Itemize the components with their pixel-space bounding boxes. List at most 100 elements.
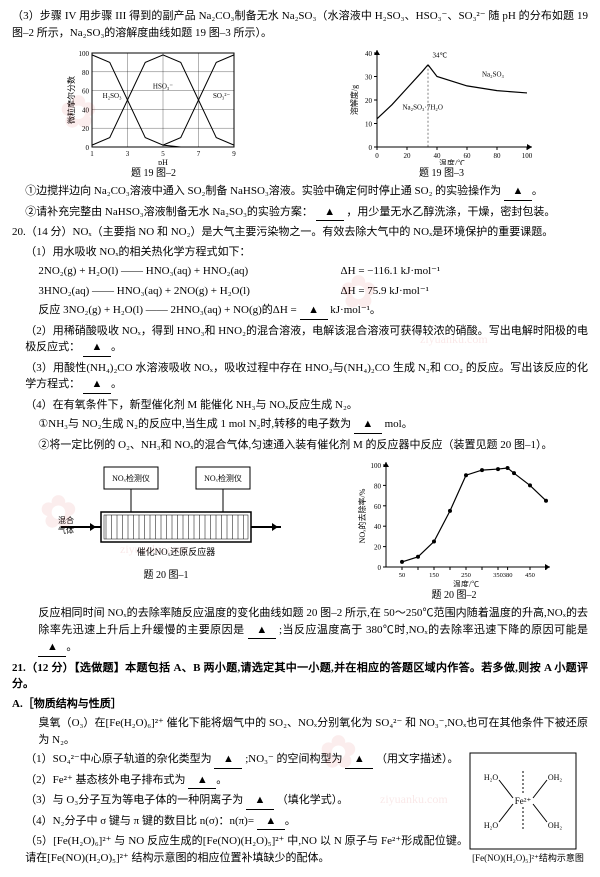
q20-chart-wrap: 50150250350380450020406080100温度/℃NOₓ的去除率… (354, 457, 554, 603)
q20-diagram-caption: 题 20 图–1 (46, 568, 286, 583)
q20-p3-blank: ▲ (83, 376, 111, 394)
svg-text:3: 3 (125, 150, 129, 158)
q19-s2-text: ②请补充完整由 NaHSO₃溶液制备无水 Na₂SO₃的实验方案： (25, 206, 313, 218)
q20-eq1: 2NO₂(g) + H₂O(l) —— HNO₃(aq) + HNO₂(aq) (38, 263, 338, 280)
q20-p2: （2）用稀硝酸吸收 NOₓ，得到 HNO₃和 HNO₂的混合溶液，电解该混合溶液… (12, 323, 588, 357)
svg-text:9: 9 (232, 150, 236, 158)
svg-text:10: 10 (365, 121, 373, 129)
q21-A3: （3）与 O₃分子互为等电子体的一种阴离子为 ▲ （填化学式）。 (12, 792, 468, 810)
q21-A2-blank: ▲ (188, 772, 216, 790)
q20-eq-row3: 反应 3NO₂(g) + H₂O(l) —— 2HNO₃(aq) + NO(g)… (12, 302, 588, 320)
q20-tail2-blank: ▲ (38, 639, 66, 657)
svg-text:H₂O: H₂O (484, 773, 499, 782)
svg-text:0: 0 (368, 144, 372, 152)
q20-p1: （1）用水吸收 NOₓ的相关热化学方程式如下： (12, 244, 588, 261)
q20-tail2-text: ;当反应温度高于 380℃时,NOₓ的去除率迅速下降的原因可能是 (279, 624, 588, 636)
svg-text:34℃: 34℃ (432, 52, 447, 60)
q20-eq3-unit: kJ·mol⁻¹。 (330, 304, 381, 316)
svg-text:H₂SO₃: H₂SO₃ (102, 92, 121, 100)
svg-text:温度/℃: 温度/℃ (438, 158, 464, 165)
svg-text:100: 100 (521, 152, 532, 160)
svg-text:40: 40 (365, 50, 373, 58)
q21-A1-tail: ;NO₃⁻ 的空间构型为 (245, 753, 342, 765)
q20-p3: （3）用酸性(NH₄)₂CO 水溶液吸收 NOₓ，吸收过程中存在 HNO₂与(N… (12, 360, 588, 394)
q20-eq2: 3HNO₂(aq) —— HNO₃(aq) + 2NO(g) + H₂O(l) (38, 283, 338, 300)
svg-text:380: 380 (503, 572, 513, 579)
svg-text:OH₂: OH₂ (548, 821, 563, 830)
q21-struct-wrap: Fe²⁺H₂OOH₂H₂OOH₂ [Fe(NO)(H₂O)₅]²⁺结构示意图 (468, 751, 588, 866)
q19-chart2-wrap: 02040608010013579H₂SO₃HSO₃⁻SO₃²⁻pH微粒摩尔分数… (64, 45, 244, 181)
svg-text:0: 0 (375, 152, 379, 160)
q19-s2-blank: ▲ (316, 204, 344, 222)
q19-chart3-caption: 题 19 图–3 (347, 166, 537, 181)
q19-chart3: 02040608010001020304034℃Na₂SO₃·7H₂ONa₂SO… (347, 45, 537, 165)
q19-s1: ①边搅拌边向 Na₂CO₃溶液中通入 SO₂制备 NaHSO₃溶液。实验中确定何… (12, 183, 588, 201)
q19-s1-text: ①边搅拌边向 Na₂CO₃溶液中通入 SO₂制备 NaHSO₃溶液。实验中确定何… (25, 185, 501, 197)
q21-struct: Fe²⁺H₂OOH₂H₂OOH₂ (468, 751, 578, 851)
svg-text:450: 450 (525, 572, 535, 579)
q21-A1-text: （1）SO₄²⁻中心原子轨道的杂化类型为 (25, 753, 212, 765)
q21-A1-blank: ▲ (214, 751, 242, 769)
q20-chart-caption: 题 20 图–2 (354, 588, 554, 603)
svg-text:NOₓ的去除率/%: NOₓ的去除率/% (357, 488, 367, 543)
q20-tail: 反应相同时间 NOₓ的去除率随反应温度的变化曲线如题 20 图–2 所示,在 5… (12, 605, 588, 657)
q21-A1: （1）SO₄²⁻中心原子轨道的杂化类型为 ▲ ;NO₃⁻ 的空间构型为 ▲ （用… (12, 751, 468, 769)
svg-text:NOₓ检测仪: NOₓ检测仪 (112, 473, 150, 483)
q20-header: 20.（14 分）NOₓ（主要指 NO 和 NO₂）是大气主要污染物之一。有效去… (12, 224, 588, 241)
svg-text:1: 1 (90, 150, 94, 158)
svg-text:60: 60 (82, 88, 90, 96)
svg-text:HSO₃⁻: HSO₃⁻ (152, 83, 172, 91)
q21-A3-blank: ▲ (246, 792, 274, 810)
svg-text:80: 80 (493, 152, 501, 160)
q21-A1-tail2: （用文字描述）。 (376, 753, 459, 765)
svg-text:20: 20 (403, 152, 411, 160)
svg-text:20: 20 (82, 125, 90, 133)
q21-struct-caption: [Fe(NO)(H₂O)₅]²⁺结构示意图 (468, 852, 588, 866)
svg-text:50: 50 (399, 572, 406, 579)
q21-A2: （2）Fe²⁺ 基态核外电子排布式为 ▲。 (12, 772, 468, 790)
svg-text:SO₃²⁻: SO₃²⁻ (212, 92, 229, 100)
svg-text:7: 7 (196, 150, 200, 158)
q20-p4-2: ②将一定比例的 O₂、NH₃和 NOₓ的混合气体,匀速通入装有催化剂 M 的反应… (12, 437, 588, 454)
q20-tail-blank: ▲ (248, 622, 276, 640)
q20-figs: NOₓ检测仪NOₓ检测仪混合气体催化NOₓ还原反应器 题 20 图–1 5015… (12, 457, 588, 603)
svg-text:100: 100 (371, 462, 382, 470)
q20-diagram: NOₓ检测仪NOₓ检测仪混合气体催化NOₓ还原反应器 (46, 457, 286, 567)
svg-text:350: 350 (493, 572, 503, 579)
svg-text:温度/℃: 温度/℃ (453, 579, 479, 587)
q21-A: A.［物质结构与性质］ (12, 696, 588, 713)
svg-text:30: 30 (365, 74, 373, 82)
svg-text:40: 40 (82, 106, 90, 114)
q20-eq-row1: 2NO₂(g) + H₂O(l) —— HNO₃(aq) + HNO₂(aq) … (12, 263, 588, 280)
q20-p4-1-text: ①NH₃与 NO₂生成 N₂的反应中,当生成 1 mol N₂时,转移的电子数为 (38, 418, 351, 430)
svg-text:pH: pH (158, 158, 168, 165)
q21-A3-tail: （填化学式）。 (277, 794, 349, 806)
q20-p4: （4）在有氧条件下，新型催化剂 M 能催化 NH₃与 NOₓ反应生成 N₂。 (12, 397, 588, 414)
q19-s2-tail: ，用少量无水乙醇洗涤，干燥，密封包装。 (346, 206, 555, 218)
q21-A3-text: （3）与 O₃分子互为等电子体的一种阴离子为 (25, 794, 243, 806)
svg-text:0: 0 (85, 144, 89, 152)
svg-text:150: 150 (429, 572, 439, 579)
svg-text:20: 20 (365, 97, 373, 105)
q20-p4-1-blank: ▲ (354, 416, 382, 434)
svg-text:250: 250 (461, 572, 471, 579)
q20-diagram-wrap: NOₓ检测仪NOₓ检测仪混合气体催化NOₓ还原反应器 题 20 图–1 (46, 457, 286, 603)
svg-text:60: 60 (374, 503, 382, 511)
q19-chart2-caption: 题 19 图–2 (64, 166, 244, 181)
svg-text:80: 80 (82, 69, 90, 77)
svg-text:溶解度/g: 溶解度/g (349, 85, 359, 115)
svg-text:80: 80 (374, 482, 382, 490)
svg-text:100: 100 (78, 50, 89, 58)
svg-text:气体: 气体 (58, 525, 74, 535)
q19-chart3-wrap: 02040608010001020304034℃Na₂SO₃·7H₂ONa₂SO… (347, 45, 537, 181)
svg-text:微粒摩尔分数: 微粒摩尔分数 (66, 76, 76, 124)
svg-text:Fe²⁺: Fe²⁺ (515, 796, 532, 806)
svg-text:20: 20 (374, 544, 382, 552)
svg-text:NOₓ检测仪: NOₓ检测仪 (204, 473, 242, 483)
svg-text:Na₂SO₃·7H₂O: Na₂SO₃·7H₂O (402, 103, 442, 111)
q19-p3-text: （3）步骤 IV 用步骤 III 得到的副产品 Na₂CO₃制备无水 Na₂SO… (12, 10, 588, 39)
svg-text:OH₂: OH₂ (548, 773, 563, 782)
q19-charts: 02040608010013579H₂SO₃HSO₃⁻SO₃²⁻pH微粒摩尔分数… (12, 45, 588, 181)
q20-p4-1: ①NH₃与 NO₂生成 N₂的反应中,当生成 1 mol N₂时,转移的电子数为… (12, 416, 588, 434)
svg-text:0: 0 (378, 564, 382, 572)
